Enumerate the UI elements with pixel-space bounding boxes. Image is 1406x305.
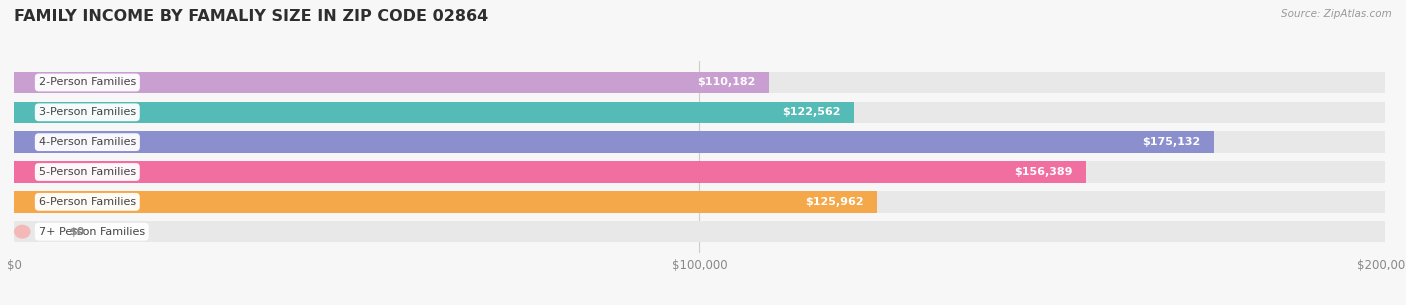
Bar bbox=[14, 191, 1385, 213]
Text: 7+ Person Families: 7+ Person Families bbox=[39, 227, 145, 237]
Bar bbox=[14, 72, 769, 93]
Text: 6-Person Families: 6-Person Families bbox=[39, 197, 136, 207]
Ellipse shape bbox=[14, 135, 31, 149]
Ellipse shape bbox=[14, 76, 31, 89]
Text: $0: $0 bbox=[69, 227, 84, 237]
Text: $122,562: $122,562 bbox=[782, 107, 841, 117]
Bar bbox=[14, 161, 1085, 183]
Bar bbox=[14, 131, 1385, 153]
Ellipse shape bbox=[14, 195, 31, 209]
Bar bbox=[14, 161, 1385, 183]
Bar bbox=[14, 131, 1215, 153]
Text: $125,962: $125,962 bbox=[806, 197, 863, 207]
Text: FAMILY INCOME BY FAMALIY SIZE IN ZIP CODE 02864: FAMILY INCOME BY FAMALIY SIZE IN ZIP COD… bbox=[14, 9, 488, 24]
Text: 4-Person Families: 4-Person Families bbox=[39, 137, 136, 147]
Bar bbox=[14, 72, 1385, 93]
Text: 5-Person Families: 5-Person Families bbox=[39, 167, 136, 177]
Text: $110,182: $110,182 bbox=[697, 77, 755, 88]
Bar bbox=[14, 191, 877, 213]
Bar bbox=[14, 221, 1385, 242]
Text: Source: ZipAtlas.com: Source: ZipAtlas.com bbox=[1281, 9, 1392, 19]
Text: $175,132: $175,132 bbox=[1143, 137, 1201, 147]
Ellipse shape bbox=[14, 225, 31, 239]
Bar bbox=[14, 102, 853, 123]
Text: $156,389: $156,389 bbox=[1014, 167, 1073, 177]
Bar bbox=[14, 102, 1385, 123]
Text: 3-Person Families: 3-Person Families bbox=[39, 107, 136, 117]
Text: 2-Person Families: 2-Person Families bbox=[39, 77, 136, 88]
Ellipse shape bbox=[14, 165, 31, 179]
Ellipse shape bbox=[14, 105, 31, 119]
